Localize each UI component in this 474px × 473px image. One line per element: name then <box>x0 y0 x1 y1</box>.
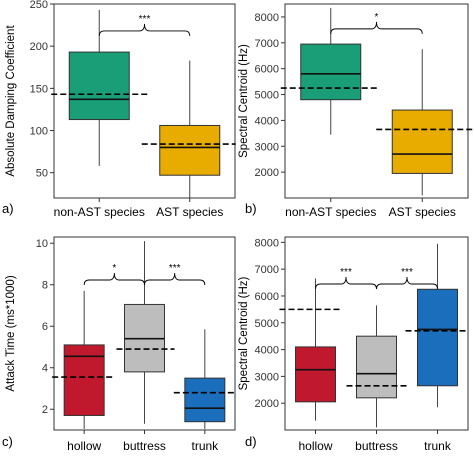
y-tick-label: 150 <box>30 83 48 95</box>
y-axis-title: Absolute Damping Coefficient <box>5 25 17 177</box>
box-iqr <box>184 377 226 423</box>
y-tick-label: 7000 <box>255 38 279 50</box>
y-axis-title: Attack Time (ms*1000) <box>5 275 17 391</box>
significance-bracket <box>144 272 206 286</box>
y-tick-label: 10 <box>36 238 48 250</box>
y-tick-label: 6 <box>42 321 48 333</box>
box-1 <box>52 290 115 429</box>
significance-bracket <box>83 272 145 286</box>
x-category-label: non-AST species <box>285 205 376 219</box>
significance-bracket <box>376 276 438 290</box>
box-2 <box>116 241 175 424</box>
significance-label: *** <box>169 263 181 274</box>
x-category-label: AST species <box>389 205 456 219</box>
x-category-label: trunk <box>191 439 219 453</box>
box-iqr <box>295 346 336 403</box>
y-tick-label: 7000 <box>255 264 279 276</box>
y-tick-label: 5000 <box>255 318 279 330</box>
box-3 <box>173 329 235 429</box>
box-3 <box>405 243 468 408</box>
x-category-label: AST species <box>156 205 223 219</box>
box-1 <box>279 278 340 421</box>
significance-bracket <box>98 23 191 36</box>
box-1 <box>280 7 379 135</box>
y-tick-label: 2 <box>42 404 48 416</box>
significance-label: *** <box>401 267 413 278</box>
panel-label: c) <box>2 434 13 449</box>
box-iqr <box>391 109 453 174</box>
y-tick-label: 5000 <box>255 90 279 102</box>
x-category-label: buttress <box>355 439 398 453</box>
panel-4: 2000 3000 4000 5000 6000 7000 8000 Spectral Cen… <box>238 236 469 453</box>
box-2 <box>346 305 407 428</box>
y-tick-label: 8000 <box>255 12 279 24</box>
panel-2: 2000 3000 4000 5000 6000 7000 8000 Spectral Cen… <box>238 3 473 219</box>
x-category-label: trunk <box>424 439 452 453</box>
y-tick-label: 250 <box>30 0 48 11</box>
box-iqr <box>63 344 105 416</box>
x-category-label: hollow <box>67 439 101 453</box>
significance-bracket <box>330 21 423 34</box>
panel-1: 50 100 150 200 250 Absolute Damping Coefficie… <box>2 0 236 219</box>
y-tick-label: 50 <box>36 168 48 180</box>
panel-3: 2 4 6 8 10 Attack Time (ms*1000) c) hollow buttr… <box>2 236 236 453</box>
y-tick-label: 8000 <box>255 237 279 249</box>
plot-frame <box>53 3 236 199</box>
y-tick-label: 4000 <box>255 115 279 127</box>
significance-label: *** <box>139 14 151 25</box>
y-tick-label: 4 <box>42 363 48 375</box>
panel-label: d) <box>245 434 257 449</box>
significance-bracket <box>315 276 377 290</box>
y-tick-label: 100 <box>30 126 48 138</box>
y-axis-title: Spectral Centroid (Hz) <box>238 276 250 390</box>
box-2 <box>141 60 236 198</box>
box-1 <box>51 9 150 166</box>
y-tick-label: 3000 <box>255 371 279 383</box>
box-iqr <box>68 51 130 121</box>
x-category-label: hollow <box>298 439 332 453</box>
box-iqr <box>300 43 362 101</box>
significance-label: *** <box>340 267 352 278</box>
panel-label: a) <box>2 201 14 216</box>
significance-label: * <box>112 263 116 274</box>
y-tick-label: 6000 <box>255 291 279 303</box>
y-tick-label: 6000 <box>255 64 279 76</box>
y-tick-label: 4000 <box>255 345 279 357</box>
y-tick-label: 2000 <box>255 167 279 179</box>
y-tick-label: 2000 <box>255 398 279 410</box>
box-2 <box>376 49 473 196</box>
x-category-label: buttress <box>123 439 166 453</box>
box-iqr <box>356 335 397 399</box>
y-tick-label: 8 <box>42 280 48 292</box>
box-iqr <box>417 288 458 387</box>
significance-label: * <box>375 12 379 23</box>
x-category-label: non-AST species <box>54 205 145 219</box>
y-tick-label: 3000 <box>255 141 279 153</box>
y-tick-label: 200 <box>30 41 48 53</box>
plot-frame <box>284 3 469 199</box>
y-axis-title: Spectral Centroid (Hz) <box>238 44 250 158</box>
box-iqr <box>159 124 221 176</box>
panel-label: b) <box>245 201 257 216</box>
